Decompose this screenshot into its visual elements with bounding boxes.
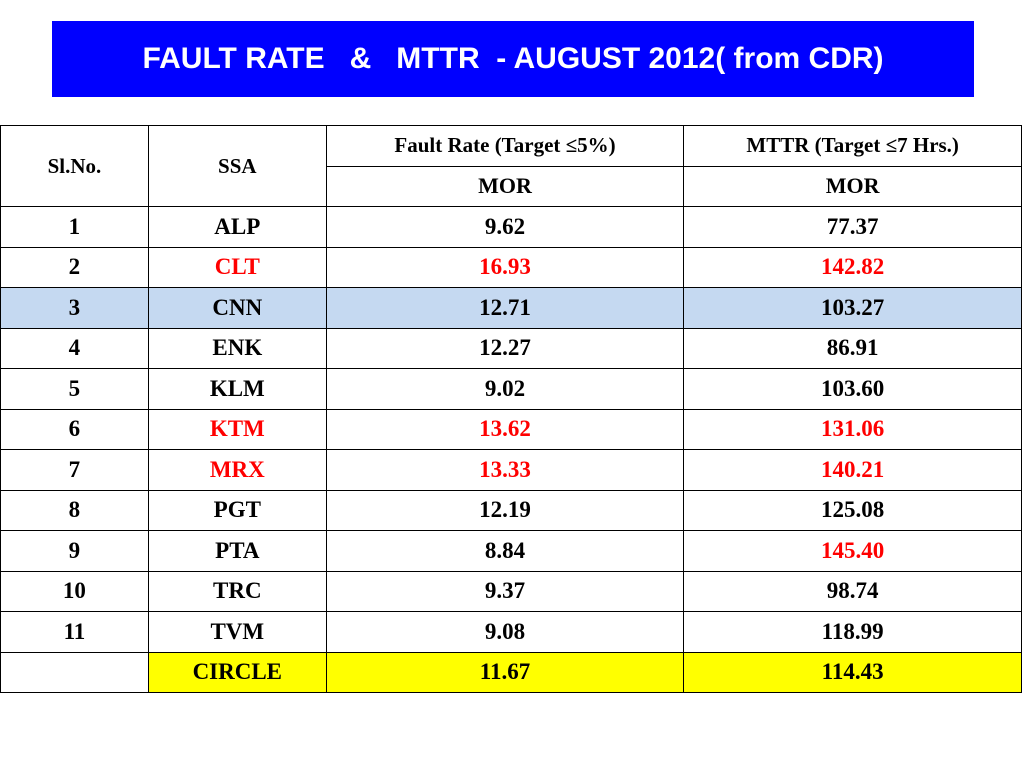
cell-slno: 2 <box>0 246 149 288</box>
header-slno: Sl.No. <box>0 125 149 207</box>
cell-slno: 5 <box>0 368 149 410</box>
cell-mttr: 140.21 <box>683 449 1022 491</box>
header-mttr: MTTR (Target ≤7 Hrs.) <box>683 125 1022 167</box>
cell-fault-rate: 9.37 <box>325 570 685 612</box>
table-row: 5 KLM 9.02 103.60 <box>0 368 1022 410</box>
cell-ssa: PGT <box>147 489 327 531</box>
header-mttr-mor: MOR <box>683 165 1022 207</box>
table-row: 6 KTM 13.62 131.06 <box>0 408 1022 450</box>
cell-mttr: 103.27 <box>683 287 1022 329</box>
cell-mttr: 103.60 <box>683 368 1022 410</box>
header-row: Sl.No. SSA Fault Rate (Target ≤5%) MTTR … <box>0 125 1022 207</box>
cell-ssa: CNN <box>147 287 327 329</box>
cell-slno: 9 <box>0 530 149 572</box>
cell-ssa: KLM <box>147 368 327 410</box>
cell-fault-rate: 13.33 <box>325 449 685 491</box>
table-row: 10 TRC 9.37 98.74 <box>0 570 1022 612</box>
cell-fault-rate: 9.08 <box>325 611 685 653</box>
fault-rate-table: Sl.No. SSA Fault Rate (Target ≤5%) MTTR … <box>0 125 1022 693</box>
cell-ssa: KTM <box>147 408 327 450</box>
cell-fault-rate: 12.19 <box>325 489 685 531</box>
table-row: 1 ALP 9.62 77.37 <box>0 206 1022 248</box>
cell-ssa-total: CIRCLE <box>147 651 327 693</box>
page-title: FAULT RATE & MTTR - AUGUST 2012( from CD… <box>52 21 974 97</box>
subheader-row: MOR MOR <box>1 165 1022 207</box>
cell-fault-rate: 9.62 <box>325 206 685 248</box>
cell-ssa: CLT <box>147 246 327 288</box>
cell-fault-rate-total: 11.67 <box>325 651 685 693</box>
cell-fault-rate: 9.02 <box>325 368 685 410</box>
cell-slno: 6 <box>0 408 149 450</box>
cell-mttr-total: 114.43 <box>683 651 1022 693</box>
cell-mttr: 118.99 <box>683 611 1022 653</box>
cell-slno: 10 <box>0 570 149 612</box>
cell-mttr: 77.37 <box>683 206 1022 248</box>
cell-slno: 8 <box>0 489 149 531</box>
cell-mttr: 142.82 <box>683 246 1022 288</box>
cell-ssa: ENK <box>147 327 327 369</box>
table-row: 7 MRX 13.33 140.21 <box>0 449 1022 491</box>
table-row: 2 CLT 16.93 142.82 <box>0 246 1022 288</box>
header-ssa: SSA <box>147 125 327 207</box>
cell-mttr: 131.06 <box>683 408 1022 450</box>
header-fault-mor: MOR <box>325 165 685 207</box>
cell-slno <box>0 651 149 693</box>
cell-mttr: 125.08 <box>683 489 1022 531</box>
table-row: 9 PTA 8.84 145.40 <box>0 530 1022 572</box>
cell-ssa: TVM <box>147 611 327 653</box>
cell-fault-rate: 12.27 <box>325 327 685 369</box>
cell-mttr: 86.91 <box>683 327 1022 369</box>
cell-ssa: ALP <box>147 206 327 248</box>
cell-slno: 7 <box>0 449 149 491</box>
cell-fault-rate: 16.93 <box>325 246 685 288</box>
cell-fault-rate: 13.62 <box>325 408 685 450</box>
cell-slno: 11 <box>0 611 149 653</box>
header-fault-rate: Fault Rate (Target ≤5%) <box>325 125 685 167</box>
cell-slno: 1 <box>0 206 149 248</box>
table-row: 11 TVM 9.08 118.99 <box>0 611 1022 653</box>
cell-slno: 3 <box>0 287 149 329</box>
cell-ssa: MRX <box>147 449 327 491</box>
table-row-total: CIRCLE 11.67 114.43 <box>0 651 1022 693</box>
cell-slno: 4 <box>0 327 149 369</box>
cell-fault-rate: 8.84 <box>325 530 685 572</box>
table-row: 8 PGT 12.19 125.08 <box>0 489 1022 531</box>
cell-mttr: 98.74 <box>683 570 1022 612</box>
cell-mttr: 145.40 <box>683 530 1022 572</box>
cell-ssa: TRC <box>147 570 327 612</box>
table-row-highlighted: 3 CNN 12.71 103.27 <box>0 287 1022 329</box>
table-row: 4 ENK 12.27 86.91 <box>0 327 1022 369</box>
cell-ssa: PTA <box>147 530 327 572</box>
cell-fault-rate: 12.71 <box>325 287 685 329</box>
